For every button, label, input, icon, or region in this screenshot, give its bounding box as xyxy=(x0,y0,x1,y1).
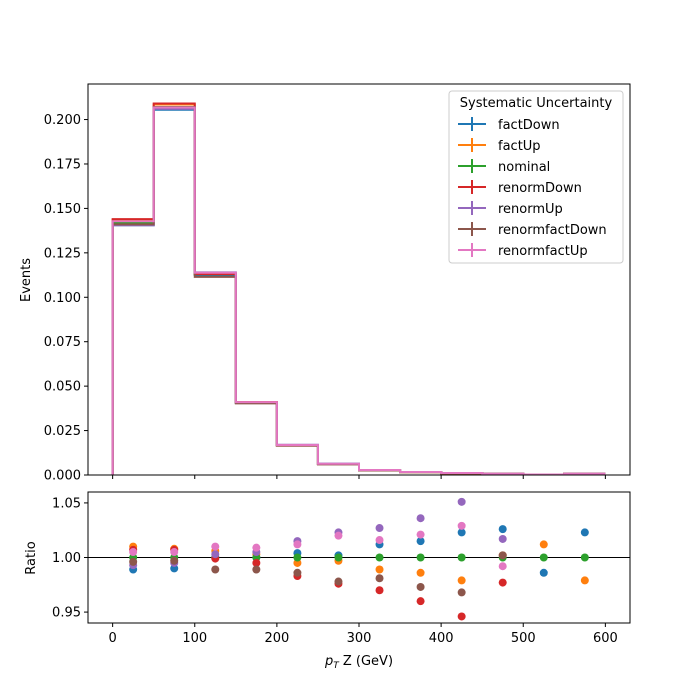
main-y-tick-label: 0.150 xyxy=(44,202,81,217)
x-axis-label-rest: Z (GeV) xyxy=(339,654,393,669)
ratio-point-renormfactUp xyxy=(211,542,220,551)
ratio-point-renormfactUp xyxy=(334,531,343,540)
ratio-point-nominal xyxy=(293,553,302,562)
ratio-point-renormDown xyxy=(252,558,261,567)
ratio-point-renormfactDown xyxy=(334,577,343,586)
main-y-tick-label: 0.100 xyxy=(44,291,81,306)
legend-entry-factDown: factDown xyxy=(458,117,560,133)
ratio-point-factUp xyxy=(416,568,425,577)
ratio-x-ticks: 0 100 200 300 400 500 600 xyxy=(108,623,618,646)
ratio-point-renormUp xyxy=(416,514,425,523)
ratio-point-renormUp xyxy=(498,534,507,543)
ratio-x-tick-label: 0 xyxy=(108,631,116,646)
ratio-x-tick-label: 500 xyxy=(511,631,536,646)
ratio-point-renormfactDown xyxy=(416,582,425,591)
x-axis-label: pT Z (GeV) xyxy=(324,654,393,671)
ratio-point-nominal xyxy=(539,553,548,562)
main-x-ticks xyxy=(112,475,606,479)
ratio-point-renormfactDown xyxy=(457,588,466,597)
legend-label: renormDown xyxy=(498,181,582,196)
ratio-point-factUp xyxy=(580,576,589,585)
ratio-point-nominal xyxy=(457,553,466,562)
ratio-y-tick-label: 1.00 xyxy=(52,551,81,566)
ratio-x-tick-label: 400 xyxy=(429,631,454,646)
ratio-point-renormUp xyxy=(375,524,384,533)
legend-label: nominal xyxy=(498,160,550,175)
ratio-point-renormfactDown xyxy=(170,556,179,565)
ratio-point-renormfactDown xyxy=(211,565,220,574)
ratio-point-renormDown xyxy=(416,597,425,606)
legend-entry-nominal: nominal xyxy=(458,159,550,175)
ratio-point-renormfactUp xyxy=(293,540,302,549)
main-y-tick-label: 0.125 xyxy=(44,246,81,261)
ratio-point-renormUp xyxy=(211,550,220,559)
ratio-point-renormfactUp xyxy=(457,521,466,530)
legend-entry-renormfactDown: renormfactDown xyxy=(458,222,607,238)
ratio-point-renormfactUp xyxy=(170,548,179,557)
ratio-point-renormfactDown xyxy=(252,565,261,574)
histogram-series-group xyxy=(111,102,606,476)
legend-label: factDown xyxy=(498,118,560,133)
ratio-x-tick-label: 200 xyxy=(264,631,289,646)
legend-entry-factUp: factUp xyxy=(458,138,541,154)
ratio-y-tick-label: 1.05 xyxy=(52,496,81,511)
ratio-x-tick-label: 300 xyxy=(347,631,372,646)
legend: Systematic Uncertainty factDown factUp nom… xyxy=(448,90,624,264)
ratio-point-nominal xyxy=(375,553,384,562)
ratio-point-renormfactUp xyxy=(252,543,261,552)
ratio-point-renormfactUp xyxy=(498,562,507,571)
ratio-point-factDown xyxy=(539,568,548,577)
ratio-point-factUp xyxy=(375,565,384,574)
ratio-point-nominal xyxy=(416,553,425,562)
ratio-y-axis-label: Ratio xyxy=(24,541,39,574)
ratio-point-renormfactDown xyxy=(498,551,507,560)
ratio-point-nominal xyxy=(334,553,343,562)
ratio-point-renormUp xyxy=(457,497,466,506)
main-y-tick-label: 0.000 xyxy=(44,469,81,484)
legend-title: Systematic Uncertainty xyxy=(460,96,613,111)
ratio-point-factDown xyxy=(580,528,589,537)
ratio-point-factDown xyxy=(457,528,466,537)
x-axis-label-sub: T xyxy=(333,661,340,671)
ratio-point-renormfactUp xyxy=(129,548,138,557)
legend-label: renormfactDown xyxy=(498,223,607,238)
ratio-y-tick-label: 0.95 xyxy=(52,606,81,621)
x-axis-label-p: p xyxy=(324,654,333,669)
ratio-point-renormDown xyxy=(498,578,507,587)
ratio-point-factUp xyxy=(457,576,466,585)
ratio-panel: 0.95 1.00 1.05 0 100 200 300 400 500 600 Ratio p… xyxy=(24,491,631,671)
main-y-tick-label: 0.050 xyxy=(44,380,81,395)
legend-label: renormUp xyxy=(498,202,563,217)
main-y-tick-label: 0.025 xyxy=(44,424,81,439)
legend-entry-renormDown: renormDown xyxy=(458,180,582,196)
ratio-points-group xyxy=(129,497,589,621)
legend-label: factUp xyxy=(498,139,541,154)
ratio-point-factUp xyxy=(539,540,548,549)
main-y-tick-label: 0.075 xyxy=(44,335,81,350)
ratio-point-renormfactUp xyxy=(375,536,384,545)
ratio-point-renormfactUp xyxy=(416,530,425,539)
legend-box xyxy=(448,90,624,264)
ratio-x-tick-label: 600 xyxy=(593,631,618,646)
histogram-line-renormfactUp xyxy=(111,106,606,476)
main-y-ticks: 0.000 0.025 0.050 0.075 0.100 0.125 0.150 0.175… xyxy=(44,113,88,484)
ratio-point-renormfactDown xyxy=(129,557,138,566)
ratio-point-renormDown xyxy=(375,586,384,595)
ratio-y-ticks: 0.95 1.00 1.05 xyxy=(52,496,88,621)
ratio-point-nominal xyxy=(580,553,589,562)
legend-entry-renormUp: renormUp xyxy=(458,201,563,217)
legend-entry-renormfactUp: renormfactUp xyxy=(458,243,588,259)
ratio-point-factDown xyxy=(498,525,507,534)
ratio-point-renormfactDown xyxy=(293,568,302,577)
ratio-point-renormDown xyxy=(457,612,466,621)
main-y-tick-label: 0.175 xyxy=(44,157,81,172)
legend-label: renormfactUp xyxy=(498,244,588,259)
ratio-x-tick-label: 100 xyxy=(182,631,207,646)
main-y-tick-label: 0.200 xyxy=(44,113,81,128)
main-y-axis-label: Events xyxy=(19,258,34,302)
ratio-point-renormfactDown xyxy=(375,574,384,583)
ratio-point-factDown xyxy=(416,537,425,546)
